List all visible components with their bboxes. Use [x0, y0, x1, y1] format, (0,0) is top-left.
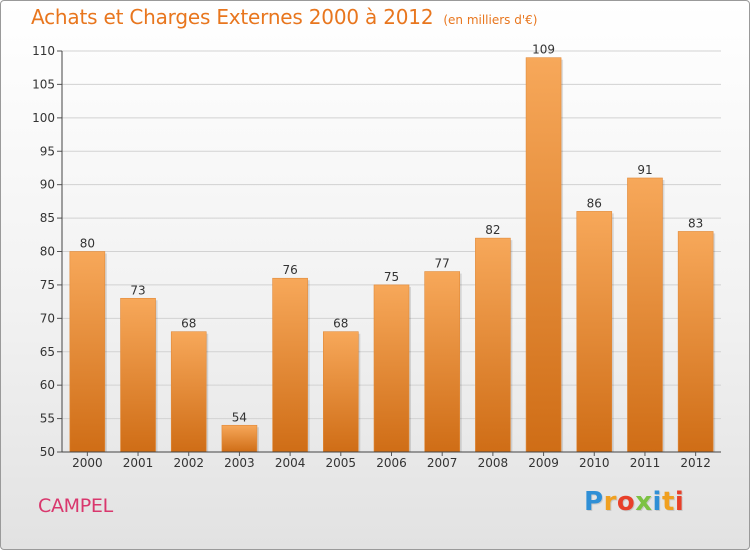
- x-tick-label: 2009: [528, 456, 559, 470]
- bar-2008: [475, 237, 511, 453]
- x-tick-label: 2001: [123, 456, 154, 470]
- bar-2004: [272, 277, 308, 453]
- bar-value-label: 91: [637, 163, 652, 177]
- x-tick-label: 2004: [275, 456, 306, 470]
- x-tick-label: 2008: [478, 456, 509, 470]
- bar-2007: [424, 271, 460, 453]
- bar-value-label: 86: [587, 196, 602, 210]
- y-tick-label: 50: [40, 445, 55, 459]
- x-tick-label: 2011: [630, 456, 661, 470]
- x-tick-label: 2007: [427, 456, 458, 470]
- y-tick-label: 100: [32, 111, 55, 125]
- bar-2002: [170, 331, 207, 453]
- x-tick-label: 2005: [326, 456, 357, 470]
- bar-2010: [576, 211, 613, 453]
- bars: 80 73 68 54 76 68 75 77 82 109 86 91 83: [69, 43, 716, 453]
- chart-title: Achats et Charges Externes 2000 à 2012: [31, 5, 434, 29]
- bar-value-label: 83: [688, 216, 703, 230]
- bar-value-label: 68: [333, 317, 348, 331]
- y-tick-label: 105: [32, 77, 55, 91]
- bar-2011: [627, 177, 663, 453]
- y-tick-label: 95: [40, 144, 55, 158]
- bar-2005: [323, 331, 359, 453]
- y-tick-label: 55: [40, 412, 55, 426]
- x-tick-label: 2010: [579, 456, 610, 470]
- place-name: CAMPEL: [38, 495, 113, 517]
- bar-value-label: 80: [80, 237, 95, 251]
- chart-unit: (en milliers d'€): [443, 13, 538, 27]
- bar-value-label: 68: [181, 317, 196, 331]
- bar-value-label: 76: [282, 263, 297, 277]
- x-tick-label: 2006: [376, 456, 407, 470]
- y-tick-label: 60: [40, 378, 55, 392]
- bar-value-label: 73: [130, 283, 145, 297]
- y-tick-label: 80: [40, 245, 55, 259]
- x-tick-label: 2003: [224, 456, 255, 470]
- logo-letter: r: [603, 487, 617, 517]
- logo-letter: o: [616, 487, 636, 517]
- bar-2012: [677, 231, 714, 453]
- y-tick-label: 70: [40, 311, 55, 325]
- bar-2006: [373, 284, 410, 453]
- y-tick-label: 65: [40, 345, 55, 359]
- y-tick-label: 75: [40, 278, 55, 292]
- bar-value-label: 75: [384, 270, 399, 284]
- logo-letter: P: [584, 487, 604, 517]
- proxiti-logo: Proxiti: [584, 487, 684, 517]
- bar-value-label: 77: [435, 257, 450, 271]
- y-tick-label: 90: [40, 178, 55, 192]
- bar-value-label: 109: [532, 43, 555, 57]
- bar-value-label: 82: [485, 223, 500, 237]
- bar-2003: [221, 424, 258, 453]
- axes: 50 55 60 65 70 75 80 85 90 95 100 105 110 2000 2001 200…: [32, 44, 721, 470]
- logo-letter: x: [635, 487, 653, 517]
- y-tick-label: 85: [40, 211, 55, 225]
- bar-2001: [120, 297, 156, 453]
- bar-2000: [69, 251, 106, 453]
- logo-letter: i: [674, 487, 685, 517]
- y-tick-label: 110: [32, 44, 55, 58]
- logo-letter: t: [661, 487, 675, 517]
- x-tick-label: 2012: [680, 456, 711, 470]
- bar-value-label: 54: [232, 410, 247, 424]
- x-tick-label: 2002: [173, 456, 204, 470]
- chart-title-line: Achats et Charges Externes 2000 à 2012 (e…: [31, 5, 537, 29]
- bar-2009: [525, 57, 562, 453]
- x-tick-label: 2000: [72, 456, 103, 470]
- logo-letter: i: [652, 487, 662, 517]
